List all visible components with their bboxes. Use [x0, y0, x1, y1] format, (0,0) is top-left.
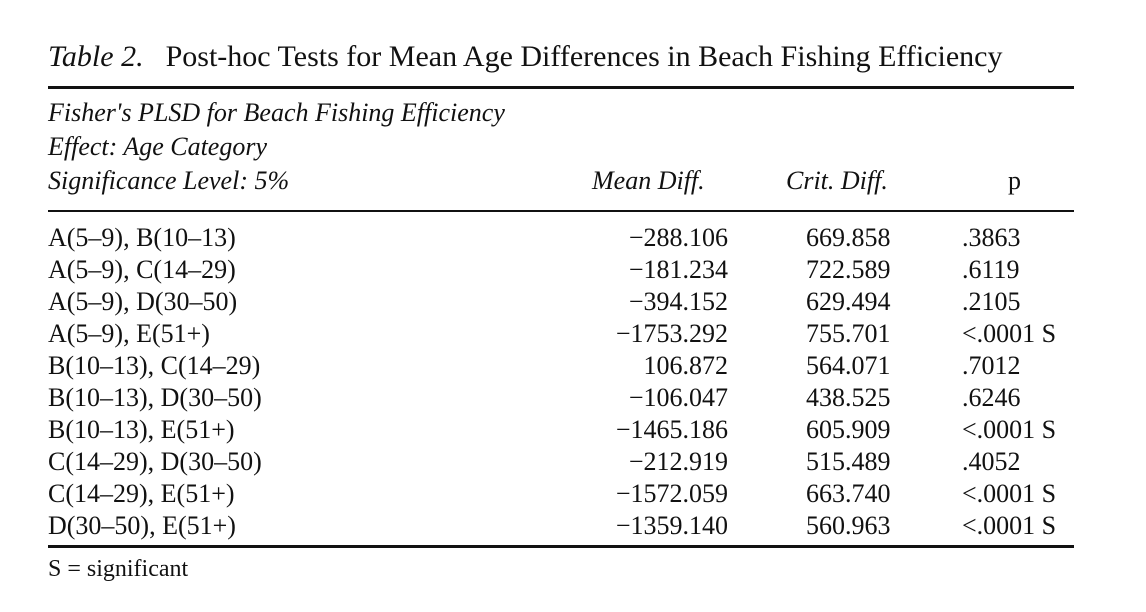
mean-diff-cell: −212.919 — [628, 447, 728, 476]
pair-cell: C(14–29), D(30–50) — [48, 447, 262, 476]
crit-diff-cell: 629.494 — [806, 287, 891, 316]
mean-diff-cell: −1359.140 — [615, 511, 728, 540]
crit-diff-cell: 663.740 — [806, 479, 891, 508]
table-row: A(5–9), E(51+) −1753.292 755.701 <.0001 … — [48, 318, 1074, 350]
pair-cell: D(30–50), E(51+) — [48, 511, 236, 540]
crit-diff-cell: 438.525 — [806, 383, 891, 412]
pair-cell: A(5–9), D(30–50) — [48, 287, 238, 316]
p-value-cell: <.0001 S — [962, 319, 1057, 348]
mean-diff-cell: −288.106 — [628, 223, 728, 252]
table-row: C(14–29), D(30–50) −212.919 515.489 .405… — [48, 446, 1074, 478]
table-row: D(30–50), E(51+) −1359.140 560.963 <.000… — [48, 510, 1074, 542]
table-row: A(5–9), C(14–29) −181.234 722.589 .6119 — [48, 254, 1074, 286]
pair-cell: B(10–13), E(51+) — [48, 415, 235, 444]
p-value-cell: .6119 — [962, 255, 1020, 284]
top-rule — [48, 86, 1074, 89]
pair-cell: A(5–9), B(10–13) — [48, 223, 236, 252]
p-value-cell: <.0001 S — [962, 511, 1057, 540]
significance-label: Significance Level: 5% — [48, 166, 290, 195]
table-row: B(10–13), C(14–29) 106.872 564.071 .7012 — [48, 350, 1074, 382]
crit-diff-cell: 564.071 — [806, 351, 891, 380]
p-value-cell: <.0001 S — [962, 479, 1057, 508]
effect-label: Effect: Age Category — [48, 132, 268, 161]
table-row: B(10–13), D(30–50) −106.047 438.525 .624… — [48, 382, 1074, 414]
table-row: A(5–9), D(30–50) −394.152 629.494 .2105 — [48, 286, 1074, 318]
crit-diff-cell: 560.963 — [806, 511, 891, 540]
mean-diff-cell: −106.047 — [628, 383, 728, 412]
table-footnote: S = significant — [48, 556, 189, 582]
table-caption: Table 2. Post-hoc Tests for Mean Age Diff… — [48, 40, 1002, 74]
table-row: C(14–29), E(51+) −1572.059 663.740 <.000… — [48, 478, 1074, 510]
table-row: A(5–9), B(10–13) −288.106 669.858 .3863 — [48, 222, 1074, 254]
column-header-mean-diff: Mean Diff. — [592, 166, 705, 195]
p-value-cell: .2105 — [962, 287, 1021, 316]
pair-cell: C(14–29), E(51+) — [48, 479, 235, 508]
mean-diff-cell: −1572.059 — [615, 479, 728, 508]
mean-diff-cell: −1753.292 — [615, 319, 728, 348]
mean-diff-cell: −1465.186 — [615, 415, 728, 444]
pair-cell: A(5–9), C(14–29) — [48, 255, 236, 284]
pair-cell: B(10–13), C(14–29) — [48, 351, 261, 380]
table-label: Table 2. — [48, 40, 144, 73]
p-value-cell: <.0001 S — [962, 415, 1057, 444]
column-header-crit-diff: Crit. Diff. — [786, 166, 888, 195]
crit-diff-cell: 669.858 — [806, 223, 891, 252]
table-body: A(5–9), B(10–13) −288.106 669.858 .3863 … — [48, 222, 1074, 542]
p-value-cell: .6246 — [962, 383, 1021, 412]
p-value-cell: .7012 — [962, 351, 1021, 380]
mean-diff-cell: 106.872 — [643, 351, 729, 380]
p-value-cell: .3863 — [962, 223, 1021, 252]
bottom-rule — [48, 545, 1074, 548]
test-name: Fisher's PLSD for Beach Fishing Efficien… — [48, 98, 505, 127]
mean-diff-cell: −181.234 — [628, 255, 728, 284]
p-value-cell: .4052 — [962, 447, 1021, 476]
column-header-p: p — [1008, 166, 1021, 195]
crit-diff-cell: 515.489 — [806, 447, 891, 476]
pair-cell: A(5–9), E(51+) — [48, 319, 210, 348]
table-row: B(10–13), E(51+) −1465.186 605.909 <.000… — [48, 414, 1074, 446]
header-rule — [48, 210, 1074, 212]
crit-diff-cell: 605.909 — [806, 415, 891, 444]
table-title: Post-hoc Tests for Mean Age Differences … — [165, 40, 1003, 73]
mean-diff-cell: −394.152 — [628, 287, 728, 316]
pair-cell: B(10–13), D(30–50) — [48, 383, 262, 412]
crit-diff-cell: 755.701 — [806, 319, 891, 348]
crit-diff-cell: 722.589 — [806, 255, 891, 284]
